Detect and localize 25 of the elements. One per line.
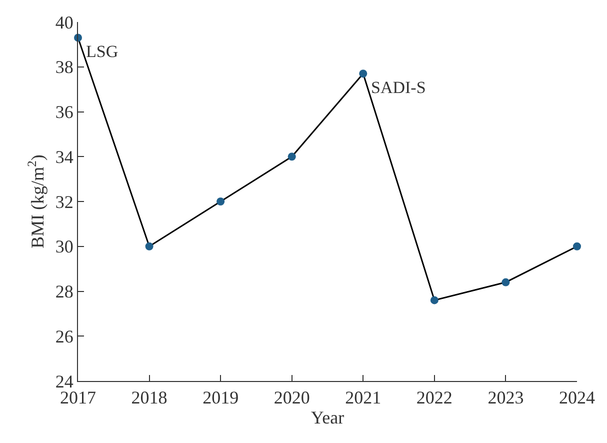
- y-tick-label: 34: [55, 146, 74, 167]
- y-tick-label: 28: [55, 282, 74, 302]
- x-tick-label: 2024: [559, 388, 595, 408]
- point: [359, 70, 368, 78]
- x-tick-label: 2023: [488, 388, 524, 408]
- x-axis-title: Year: [310, 408, 344, 428]
- y-tick-label: 26: [55, 326, 74, 346]
- annotation: SADI-S: [371, 78, 426, 97]
- y-tick-label: 40: [55, 12, 74, 32]
- y-tick-label: 38: [55, 57, 74, 78]
- point: [430, 296, 438, 304]
- point: [145, 242, 154, 250]
- x-tick-label: 2019: [202, 388, 239, 408]
- point: [573, 242, 581, 250]
- point: [288, 152, 296, 161]
- y-tick-label: 30: [55, 236, 74, 257]
- x-tick-label: 2022: [416, 388, 452, 408]
- point: [502, 278, 510, 286]
- x-tick-label: 2021: [345, 388, 382, 408]
- x-tick-label: 2018: [131, 388, 168, 408]
- point: [216, 198, 225, 206]
- y-tick-label: 32: [55, 192, 74, 212]
- annotation: LSG: [86, 42, 118, 61]
- y-tick-label: 36: [55, 102, 74, 122]
- x-tick-label: 2020: [274, 388, 310, 408]
